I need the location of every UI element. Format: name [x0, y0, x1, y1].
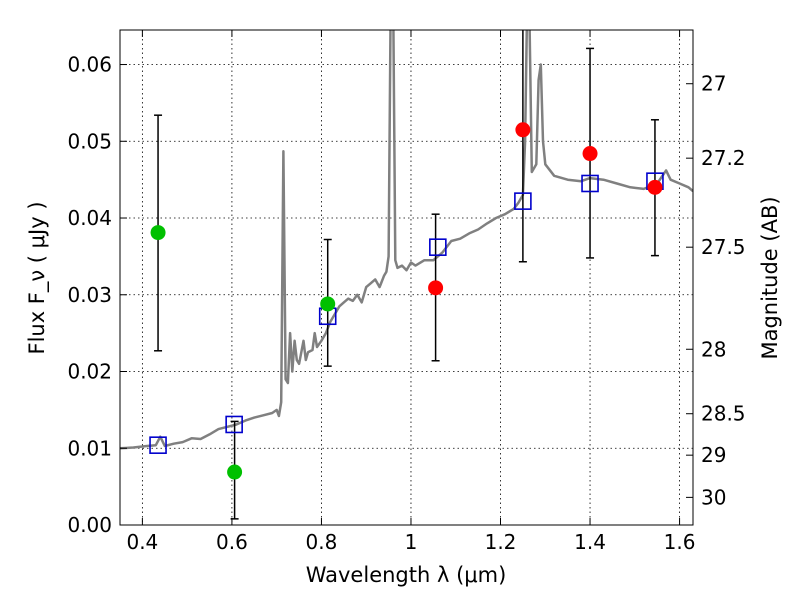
y2-tick-label: 27.2 — [701, 146, 746, 170]
y2-tick-label: 30 — [701, 485, 726, 509]
y-tick-label: 0.01 — [67, 436, 112, 460]
y-tick-label: 0.02 — [67, 360, 112, 384]
y2-tick-label: 28 — [701, 337, 726, 361]
model-photometry-square — [225, 415, 243, 434]
x-tick-label: 0.6 — [216, 530, 248, 554]
y-tick-label: 0.06 — [67, 53, 112, 77]
model-photometry-square — [429, 238, 447, 256]
x-tick-label: 1 — [405, 530, 418, 554]
y2-tick-label: 28.5 — [701, 402, 746, 426]
y2-tick-label: 27 — [701, 72, 726, 96]
data-markers — [149, 122, 664, 480]
x-tick-label: 1.4 — [574, 530, 606, 554]
y-tick-label: 0.04 — [67, 206, 112, 230]
y2-tick-label: 29 — [701, 443, 726, 467]
y-tick-label: 0.00 — [67, 513, 112, 537]
y-tick-label: 0.03 — [67, 283, 112, 307]
near-ir-detection-point — [515, 122, 531, 138]
y2-axis-title: Magnitude (AB) — [758, 196, 782, 359]
x-tick-label: 0.4 — [126, 530, 158, 554]
plot-background — [120, 30, 693, 525]
plot-area — [120, 30, 693, 450]
model-photometry-square — [581, 174, 599, 193]
model-spectrum-line — [120, 30, 693, 450]
model-photometry-square — [149, 436, 167, 454]
x-axis-title: Wavelength λ (μm) — [306, 563, 507, 587]
model-photometry-square — [514, 192, 532, 210]
x-tick-label: 1.2 — [485, 530, 517, 554]
y-tick-label: 0.05 — [67, 129, 112, 153]
optical-detection-point — [150, 225, 166, 241]
optical-detection-point — [320, 296, 336, 312]
near-ir-detection-point — [647, 179, 663, 195]
x-tick-label: 1.6 — [664, 530, 696, 554]
y2-tick-label: 27.5 — [701, 235, 746, 259]
y-axis-title: Flux F_ν ( μJy ) — [25, 201, 50, 354]
plot-frame — [119, 29, 694, 526]
x-tick-label: 0.8 — [306, 530, 338, 554]
near-ir-detection-point — [582, 146, 598, 162]
optical-detection-point — [227, 464, 243, 480]
near-ir-detection-point — [428, 280, 444, 296]
axis-ticks: 0.4 0.6 0.8 1 1.2 1.4 1.6 0.00 0.01 0.02 0.03 0.04 0… — [67, 30, 746, 554]
